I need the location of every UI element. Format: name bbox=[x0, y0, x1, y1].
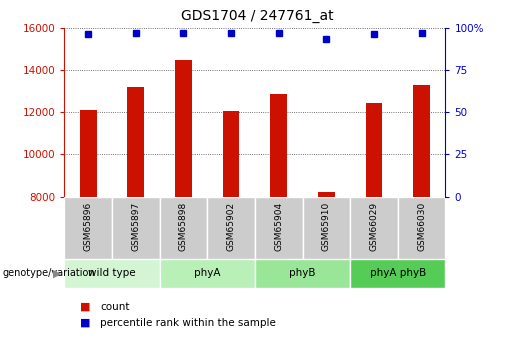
Text: GSM65896: GSM65896 bbox=[84, 201, 93, 251]
Bar bbox=[80, 110, 96, 197]
Bar bbox=[350, 197, 398, 259]
Bar bbox=[303, 197, 350, 259]
Text: phyA phyB: phyA phyB bbox=[370, 268, 426, 278]
Bar bbox=[160, 259, 255, 288]
Text: GSM66030: GSM66030 bbox=[417, 201, 426, 251]
Text: genotype/variation: genotype/variation bbox=[3, 268, 95, 278]
Bar bbox=[398, 197, 445, 259]
Text: phyB: phyB bbox=[289, 268, 316, 278]
Text: ■: ■ bbox=[80, 318, 90, 327]
Bar bbox=[414, 85, 430, 197]
Bar bbox=[255, 197, 303, 259]
Text: GSM65910: GSM65910 bbox=[322, 201, 331, 251]
Text: GSM65902: GSM65902 bbox=[227, 201, 235, 251]
Bar bbox=[128, 87, 144, 197]
Text: ▶: ▶ bbox=[53, 268, 62, 278]
Text: phyA: phyA bbox=[194, 268, 220, 278]
Text: wild type: wild type bbox=[88, 268, 136, 278]
Text: percentile rank within the sample: percentile rank within the sample bbox=[100, 318, 277, 327]
Bar bbox=[223, 111, 239, 197]
Text: GSM65897: GSM65897 bbox=[131, 201, 140, 251]
Bar bbox=[112, 197, 160, 259]
Bar bbox=[366, 102, 382, 197]
Text: GSM65898: GSM65898 bbox=[179, 201, 188, 251]
Bar bbox=[207, 197, 255, 259]
Bar bbox=[64, 259, 160, 288]
Bar bbox=[160, 197, 207, 259]
Bar bbox=[175, 60, 192, 197]
Text: GSM66029: GSM66029 bbox=[370, 201, 379, 251]
Bar bbox=[64, 197, 112, 259]
Bar bbox=[318, 193, 335, 197]
Text: GSM65904: GSM65904 bbox=[274, 201, 283, 251]
Text: count: count bbox=[100, 302, 130, 312]
Text: GDS1704 / 247761_at: GDS1704 / 247761_at bbox=[181, 9, 334, 23]
Bar bbox=[255, 259, 350, 288]
Bar bbox=[270, 94, 287, 197]
Text: ■: ■ bbox=[80, 302, 90, 312]
Bar bbox=[350, 259, 445, 288]
